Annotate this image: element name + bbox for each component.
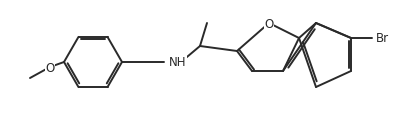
Text: O: O: [264, 17, 273, 30]
Text: O: O: [45, 61, 55, 74]
Text: Br: Br: [376, 32, 389, 45]
Text: NH: NH: [169, 56, 186, 69]
